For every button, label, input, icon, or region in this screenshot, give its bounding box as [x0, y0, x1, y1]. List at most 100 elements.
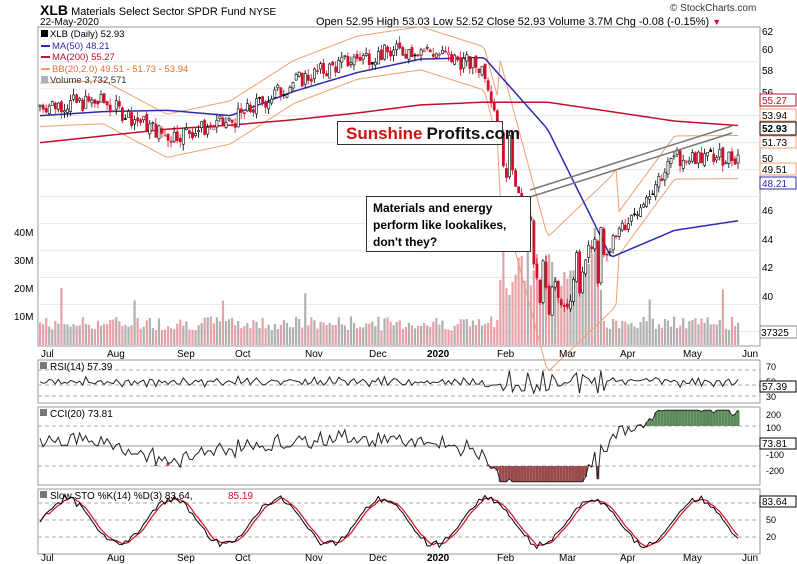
candle-body — [53, 102, 57, 110]
volume-bar — [66, 324, 69, 345]
candle-body — [236, 108, 240, 128]
candle-body — [297, 71, 301, 77]
volume-bar — [627, 324, 630, 345]
candle-body — [66, 108, 69, 113]
candle-body — [124, 118, 127, 120]
candle-body — [194, 132, 197, 137]
candle-body — [645, 196, 649, 207]
candle-body — [489, 91, 493, 104]
candle-body — [227, 118, 231, 121]
sto-tick: 20 — [766, 532, 776, 542]
candle-body — [136, 117, 140, 122]
candle-body — [419, 49, 423, 56]
candle-body — [611, 235, 615, 251]
bollinger-bands — [39, 26, 739, 372]
credit: © StockCharts.com — [670, 3, 757, 14]
candle-body — [727, 151, 731, 164]
volume-bar — [456, 324, 459, 345]
candle-body — [38, 104, 42, 107]
candle-body — [389, 50, 393, 57]
annotation-line: don't they? — [373, 235, 438, 249]
volume-bar — [206, 317, 209, 345]
volume-bar — [554, 276, 557, 345]
volume-bar — [127, 326, 130, 345]
volume-bar — [160, 329, 164, 345]
candle-body — [313, 68, 316, 80]
candle-body — [642, 204, 646, 208]
candle-body — [605, 253, 609, 256]
candle-body — [617, 228, 621, 237]
volume-bar — [194, 330, 197, 345]
x-tick: Jun — [742, 349, 758, 360]
trendline-lower — [529, 132, 733, 198]
trendline-upper — [529, 125, 733, 191]
candle-body — [502, 132, 505, 167]
x-tick: Jul — [41, 349, 54, 360]
volume-bar — [227, 319, 231, 345]
volume-bar — [727, 330, 731, 345]
sto-tick: 50 — [766, 515, 776, 525]
candle-body — [279, 87, 283, 96]
volume-bar — [42, 324, 45, 345]
candle-body — [505, 168, 508, 178]
legend: XLB (Daily) 52.93 MA(50) 48.21 MA(200) 5… — [41, 29, 188, 87]
x-tick: Aug — [107, 349, 125, 360]
price-tick: 40 — [762, 292, 774, 303]
volume-bar — [398, 320, 401, 345]
volume-bar — [432, 321, 435, 345]
volume-bar — [621, 320, 624, 345]
candle-body — [300, 72, 304, 87]
exchange: NYSE — [248, 7, 277, 18]
volume-bar — [636, 327, 639, 345]
volume-bar — [395, 321, 398, 345]
legend-bb: BB(20,2.0) 49.51 - 51.73 - 53.94 — [41, 64, 188, 76]
x-tick: Nov — [305, 349, 323, 360]
indicator-lines — [38, 369, 760, 550]
candle-body — [102, 93, 106, 103]
volume-bar — [718, 319, 721, 345]
candle-body — [325, 73, 329, 77]
volume-bar — [365, 323, 368, 345]
volume-bar — [200, 322, 203, 345]
volume-bar — [173, 329, 176, 345]
candle-body — [471, 57, 475, 69]
candle-body — [50, 101, 54, 106]
volume-bar — [362, 327, 365, 345]
volume-bar — [39, 322, 42, 345]
candle-body — [678, 150, 682, 167]
volume-bar — [715, 324, 718, 345]
candle-body — [450, 54, 453, 63]
volume-bar — [624, 321, 627, 345]
x-tick: Dec — [369, 553, 387, 564]
candle-body — [218, 115, 222, 119]
volume-bar — [291, 327, 295, 345]
volume-bar — [487, 323, 490, 345]
volume-bar — [679, 325, 682, 345]
candle-body — [456, 56, 460, 61]
volume-bar — [48, 326, 51, 345]
volume-bar — [505, 288, 508, 345]
candle-body — [175, 131, 179, 141]
candle-body — [370, 62, 374, 65]
volume-bar — [420, 326, 423, 345]
volume-bar — [121, 325, 124, 345]
cci-axis: 200 100 -100 -200 73.81 — [759, 410, 797, 476]
x-tick: Apr — [620, 349, 636, 360]
candle-body — [172, 131, 176, 142]
candle-body — [416, 54, 420, 57]
volume-bar — [99, 325, 103, 345]
volume-bar — [529, 285, 532, 345]
candle-body — [660, 178, 664, 181]
candle-body — [407, 49, 411, 60]
volume-bar — [523, 280, 526, 345]
candle-body — [587, 244, 591, 258]
candle-body — [712, 153, 716, 162]
volume-bar — [541, 276, 545, 345]
price-tick: 46 — [762, 206, 774, 217]
volume-bar — [273, 323, 276, 345]
volume-bar — [118, 321, 121, 345]
volume-bar — [188, 329, 191, 345]
legend-ma200: MA(200) 55.27 — [41, 52, 188, 64]
volume-bar — [295, 316, 298, 345]
candle-body — [249, 104, 252, 112]
